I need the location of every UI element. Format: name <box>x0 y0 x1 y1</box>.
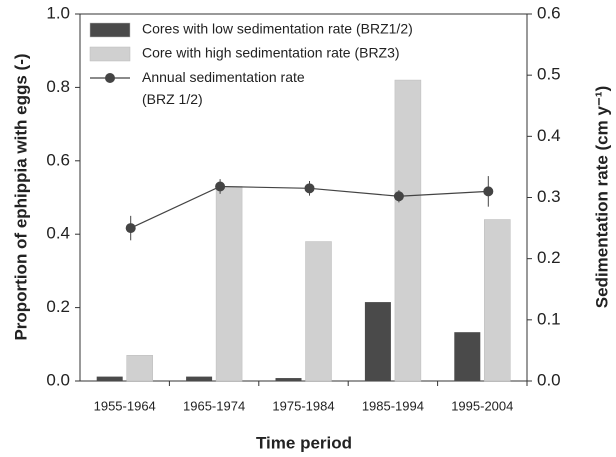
bar <box>484 219 511 382</box>
y2-tick-label: 0.4 <box>537 126 561 145</box>
bar <box>126 355 153 382</box>
bar <box>454 332 481 381</box>
x-tick-label: 1975-1984 <box>272 398 334 413</box>
bar <box>275 378 302 381</box>
y2-tick-label: 0.5 <box>537 65 561 84</box>
legend-label: Core with high sedimentation rate (BRZ3) <box>142 45 400 61</box>
y-tick-label: 0.4 <box>46 224 70 243</box>
x-tick-label: 1965-1974 <box>183 398 245 413</box>
legend-label: Annual sedimentation rate (BRZ 1/2) <box>142 69 305 107</box>
y2-tick-label: 0.6 <box>537 3 561 22</box>
point <box>304 183 315 194</box>
legend-swatch <box>105 73 115 83</box>
point <box>125 223 136 234</box>
bar <box>305 241 332 382</box>
y-axis-title: Proportion of ephippia with eggs (-) <box>11 53 30 340</box>
y-tick-label: 0.2 <box>46 297 70 316</box>
x-axis-title: Time period <box>256 433 352 452</box>
point <box>483 186 494 197</box>
y2-tick-label: 0.3 <box>537 187 561 206</box>
x-tick-label: 1985-1994 <box>362 398 424 413</box>
y2-tick-label: 0.1 <box>537 309 561 328</box>
bar <box>215 186 243 382</box>
y-tick-label: 0.0 <box>46 370 70 389</box>
x-tick-label: 1955-1964 <box>94 398 156 413</box>
plot-frame <box>79 13 528 382</box>
y2-tick-label: 0.0 <box>537 370 561 389</box>
y2-tick-label: 0.2 <box>537 248 561 267</box>
bar <box>364 302 391 381</box>
y2-axis-title: Sedimentation rate (cm y⁻¹) <box>592 86 611 308</box>
point <box>215 181 226 192</box>
point <box>393 191 404 202</box>
legend-label: Cores with low sedimentation rate (BRZ1/… <box>142 21 413 37</box>
legend-swatch <box>89 22 131 38</box>
bar <box>96 376 123 381</box>
y-tick-label: 0.8 <box>46 77 70 96</box>
bar <box>394 79 422 382</box>
y-tick-label: 0.6 <box>46 150 70 169</box>
bar <box>186 376 213 381</box>
x-tick-label: 1995-2004 <box>451 398 513 413</box>
legend-swatch <box>89 46 131 62</box>
y-tick-label: 1.0 <box>46 3 70 22</box>
